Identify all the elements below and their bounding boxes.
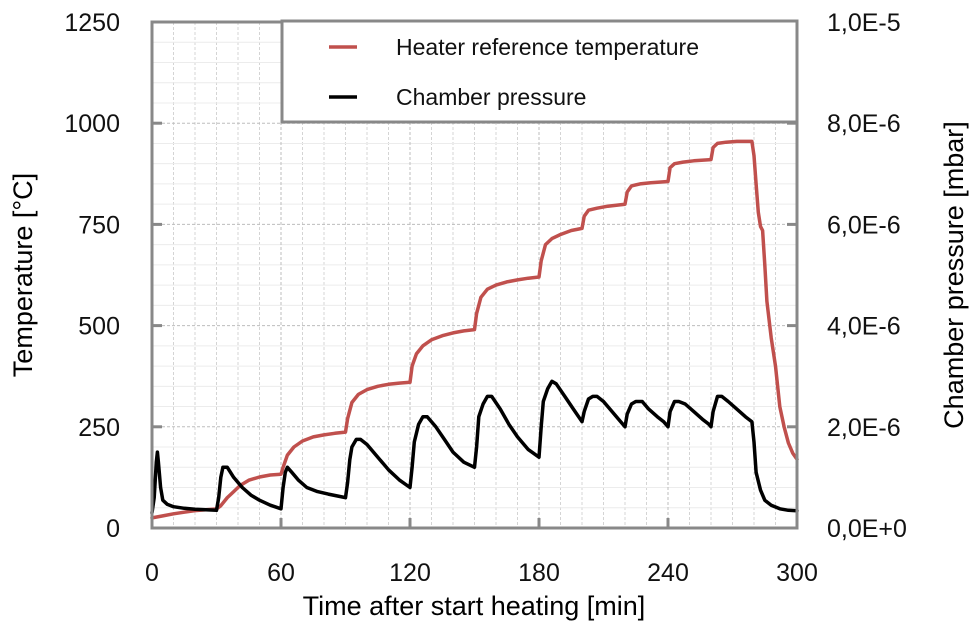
y2-tick-label: 1,0E-5 (827, 9, 901, 37)
y-axis-title: Temperature [°C] (8, 173, 38, 377)
y-tick-label: 500 (78, 313, 120, 341)
series-layer (150, 139, 799, 520)
legend: Heater reference temperature Chamber pre… (280, 19, 799, 124)
y-tick-label: 750 (78, 211, 120, 239)
legend-label-pressure: Chamber pressure (396, 84, 586, 110)
x-tick-label: 240 (647, 559, 689, 587)
x-tick-label: 300 (776, 559, 818, 587)
x-tick-label: 0 (145, 559, 159, 587)
y-tick-label: 1250 (64, 9, 120, 37)
y2-axis-title: Chamber pressure [mbar] (939, 121, 969, 429)
y2-tick-labels: 0,0E+0 2,0E-6 4,0E-6 6,0E-6 8,0E-6 1,0E-5 (827, 9, 907, 543)
x-tick-label: 180 (518, 559, 560, 587)
series-line-pressure (150, 379, 799, 515)
x-tick-label: 120 (389, 559, 431, 587)
y-tick-label: 1000 (64, 110, 120, 138)
y2-tick-label: 0,0E+0 (827, 515, 907, 543)
x-tick-labels: 0 60 120 180 240 300 (145, 559, 818, 587)
legend-box (280, 19, 799, 124)
x-tick-label: 60 (267, 559, 295, 587)
y-tick-labels: 0 250 500 750 1000 1250 (64, 9, 120, 543)
legend-label-temperature: Heater reference temperature (396, 34, 699, 60)
series-line-temperature (150, 139, 799, 520)
y2-tick-label: 2,0E-6 (827, 414, 901, 442)
y-tick-label: 250 (78, 414, 120, 442)
y2-tick-label: 6,0E-6 (827, 211, 901, 239)
y2-tick-label: 4,0E-6 (827, 313, 901, 341)
y2-tick-label: 8,0E-6 (827, 110, 901, 138)
y-tick-label: 0 (106, 515, 120, 543)
x-axis-title: Time after start heating [min] (303, 591, 646, 621)
minor-grid (152, 22, 797, 528)
